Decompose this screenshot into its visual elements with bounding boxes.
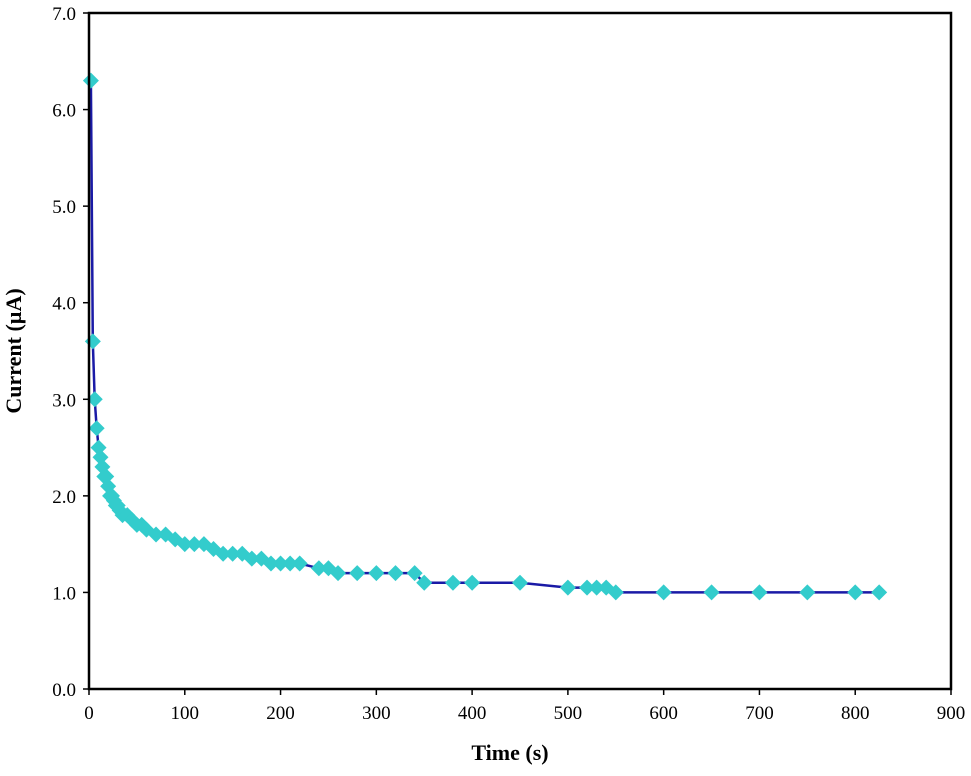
data-point	[215, 545, 232, 562]
y-tick-label: 5.0	[52, 197, 76, 218]
data-point	[512, 574, 528, 591]
data-point	[751, 584, 768, 601]
x-axis-title: Time (s)	[471, 740, 548, 765]
x-tick-label: 400	[458, 703, 487, 724]
x-axis: 0 100 200 300 400 500 600 700 800 900	[84, 689, 965, 724]
data-point	[262, 555, 279, 572]
series-layer	[82, 72, 888, 601]
y-tick-label: 7.0	[52, 4, 76, 25]
data-point	[88, 420, 105, 437]
data-point	[703, 584, 720, 601]
x-tick-label: 700	[745, 703, 774, 724]
y-tick-label: 3.0	[52, 390, 76, 411]
data-point	[291, 555, 308, 572]
data-point	[176, 536, 193, 553]
data-point	[655, 584, 672, 601]
data-point	[607, 584, 624, 601]
data-point	[871, 584, 888, 601]
data-point	[282, 555, 299, 572]
y-axis: 0.0 1.0 2.0 3.0 4.0 5.0 6.0 7.0	[52, 4, 89, 701]
data-point	[368, 565, 385, 582]
y-tick-label: 4.0	[52, 294, 76, 315]
data-point	[186, 536, 203, 553]
x-tick-label: 900	[937, 703, 966, 724]
data-point	[406, 565, 423, 582]
data-point	[224, 545, 241, 562]
x-tick-label: 100	[171, 703, 200, 724]
data-point	[243, 550, 260, 567]
x-tick-label: 0	[84, 703, 94, 724]
data-point	[86, 391, 103, 408]
x-tick-label: 600	[649, 703, 678, 724]
plot-frame	[87, 11, 953, 691]
data-point	[464, 574, 481, 591]
y-tick-label: 1.0	[52, 583, 76, 604]
data-point	[416, 574, 433, 591]
y-tick-label: 2.0	[52, 487, 76, 508]
data-point	[559, 579, 576, 596]
y-axis-title: Current (µA)	[1, 288, 26, 413]
data-point	[799, 584, 816, 601]
y-tick-label: 0.0	[52, 680, 76, 701]
data-point	[148, 526, 165, 543]
data-point	[272, 555, 289, 572]
x-tick-label: 500	[554, 703, 583, 724]
data-point	[588, 579, 605, 596]
data-point	[349, 565, 366, 582]
data-point	[579, 579, 596, 596]
data-point	[330, 565, 347, 582]
x-tick-label: 200	[266, 703, 295, 724]
x-tick-label: 800	[841, 703, 870, 724]
data-point	[82, 72, 99, 89]
data-point	[310, 560, 327, 577]
data-point	[444, 574, 461, 591]
data-point	[847, 584, 864, 601]
x-tick-label: 300	[362, 703, 391, 724]
y-tick-label: 6.0	[52, 101, 76, 122]
data-point	[387, 565, 404, 582]
